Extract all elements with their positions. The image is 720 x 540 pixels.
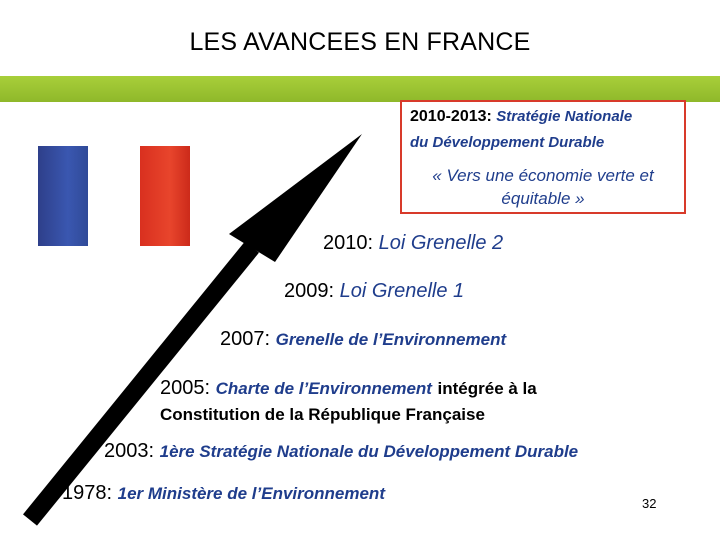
milestone-year: 2009: — [284, 280, 335, 302]
box-quote-line2: équitable » — [501, 189, 585, 208]
milestone-suffix: intégrée à la — [437, 379, 537, 398]
box-year: 2010-2013: — [410, 108, 492, 125]
milestone-2009: 2009: Loi Grenelle 1 — [284, 280, 464, 303]
box-quote: « Vers une économie verte et équitable » — [402, 164, 684, 210]
milestone-year: 2007: — [220, 328, 271, 350]
flag-red-stripe — [140, 146, 190, 246]
milestone-text: Grenelle de l’Environnement — [275, 330, 507, 349]
milestone-text: Loi Grenelle 2 — [378, 232, 504, 254]
milestone-text: Charte de l’Environnement — [215, 379, 432, 398]
milestone-2005: 2005: Charte de l’Environnement intégrée… — [160, 377, 537, 400]
milestone-year: 2003: — [104, 440, 155, 462]
milestone-text: 1ère Stratégie Nationale du Développemen… — [159, 442, 579, 461]
milestone-2007: 2007: Grenelle de l’Environnement — [220, 328, 506, 351]
green-banner — [0, 76, 720, 102]
milestone-2005-line2: Constitution de la République Française — [160, 405, 485, 424]
milestone-text: 1er Ministère de l’Environnement — [117, 484, 385, 503]
milestone-1978: 1978: 1er Ministère de l’Environnement — [62, 482, 385, 505]
box-heading: 2010-2013: Stratégie Nationale — [410, 108, 632, 126]
milestone-text: Loi Grenelle 1 — [339, 280, 465, 302]
milestone-2010: 2010: Loi Grenelle 2 — [323, 232, 503, 255]
slide-title: LES AVANCEES EN FRANCE — [189, 28, 531, 56]
box-line2: du Développement Durable — [410, 134, 605, 151]
milestone-year: 2010: — [323, 232, 374, 254]
milestone-year: 2005: — [160, 377, 211, 399]
flag-blue-stripe — [38, 146, 88, 246]
page-number: 32 — [642, 496, 657, 511]
box-line1: Stratégie Nationale — [496, 108, 633, 125]
strategy-box: 2010-2013: Stratégie Nationale du Dévelo… — [400, 100, 686, 214]
milestone-year: 1978: — [62, 482, 113, 504]
box-quote-line1: « Vers une économie verte et — [432, 166, 654, 185]
milestone-2003: 2003: 1ère Stratégie Nationale du Dévelo… — [104, 440, 578, 463]
